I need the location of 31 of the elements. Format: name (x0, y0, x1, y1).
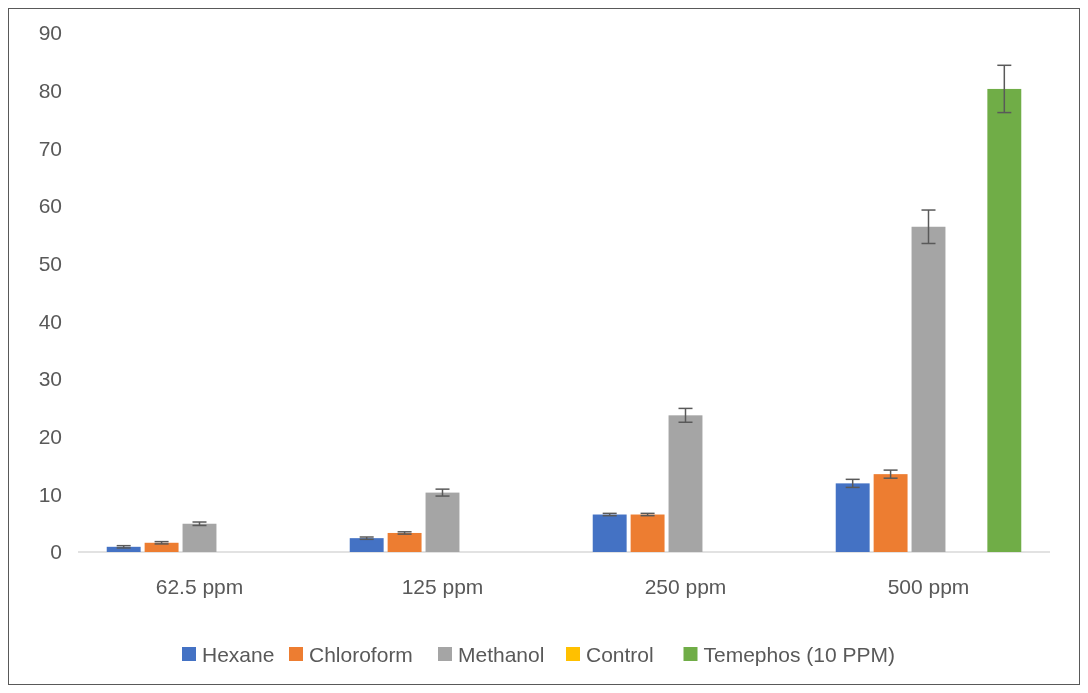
y-tick-label: 20 (38, 425, 62, 449)
bar (425, 492, 460, 552)
bar (987, 88, 1022, 552)
y-tick-label: 90 (38, 21, 62, 45)
bar (668, 415, 703, 552)
x-tick-label: 62.5 ppm (155, 575, 244, 598)
bar (592, 514, 627, 552)
x-tick-label: 500 ppm (887, 575, 970, 598)
y-tick-label: 70 (38, 136, 62, 160)
bar (873, 474, 908, 552)
bar (144, 542, 179, 552)
y-tick-label: 0 (50, 540, 62, 564)
legend-label: Chloroform (309, 643, 413, 667)
legend-label: Methanol (458, 643, 545, 667)
legend-label: Temephos (10 PPM) (703, 643, 895, 667)
bar (630, 514, 665, 552)
x-tick-label: 125 ppm (401, 575, 484, 598)
legend-label: Control (586, 643, 654, 667)
y-tick-label: 50 (38, 252, 62, 276)
bar (911, 226, 946, 552)
bar (182, 523, 217, 552)
y-tick-label: 30 (38, 367, 62, 391)
bar (835, 483, 870, 552)
y-tick-label: 10 (38, 482, 62, 506)
x-tick-label: 250 ppm (644, 575, 727, 598)
y-tick-label: 60 (38, 194, 62, 218)
legend-label: Hexane (202, 643, 275, 667)
y-tick-label: 80 (38, 79, 62, 103)
bar (387, 532, 422, 552)
bar (349, 538, 384, 552)
y-tick-label: 40 (38, 309, 62, 333)
